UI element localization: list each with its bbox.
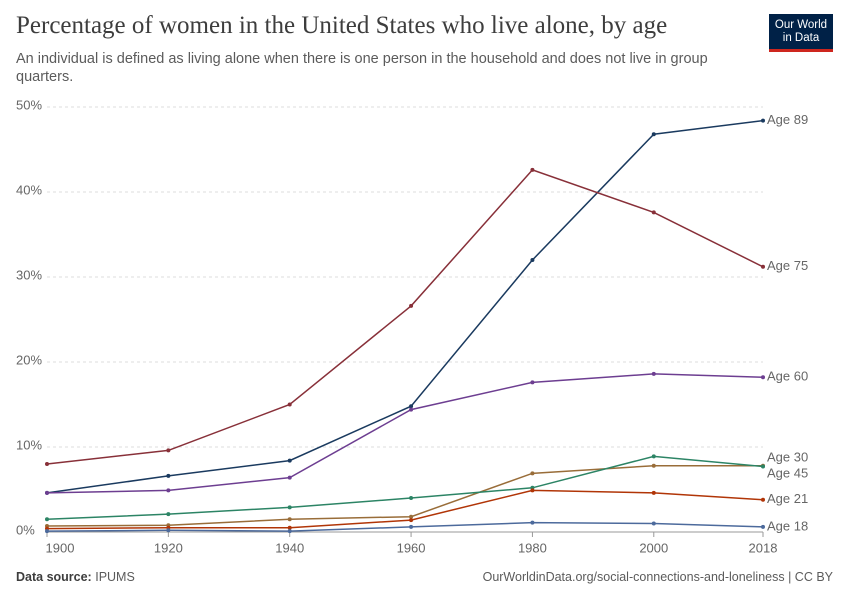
series-label: Age 21 xyxy=(767,491,808,506)
data-point xyxy=(409,514,414,519)
series-label: Age 60 xyxy=(767,369,808,384)
series-line xyxy=(46,373,764,494)
source: Data source: IPUMS xyxy=(16,570,135,584)
data-point xyxy=(166,512,171,517)
series-label: Age 30 xyxy=(767,450,808,465)
logo[interactable]: Our World in Data xyxy=(769,14,833,52)
data-point xyxy=(530,471,535,476)
data-point xyxy=(166,528,171,533)
y-tick-label: 40% xyxy=(16,182,42,197)
data-point xyxy=(166,488,171,493)
series-line xyxy=(46,169,764,465)
data-point xyxy=(45,490,49,495)
series-label: Age 89 xyxy=(767,112,808,127)
data-point xyxy=(45,529,49,534)
data-point xyxy=(166,448,171,453)
x-tick-label: 1980 xyxy=(518,540,547,555)
data-point xyxy=(287,529,292,534)
data-point xyxy=(287,525,292,530)
data-point xyxy=(409,404,414,409)
series-line xyxy=(46,464,763,527)
y-tick-label: 20% xyxy=(16,352,42,367)
data-point xyxy=(651,490,656,495)
data-point xyxy=(761,524,765,529)
data-point xyxy=(761,497,765,502)
data-point xyxy=(651,371,656,376)
data-point xyxy=(761,264,765,269)
data-point xyxy=(287,402,292,407)
chart-subtitle: An individual is defined as living alone… xyxy=(16,51,708,85)
credit[interactable]: OurWorldinData.org/social-connections-an… xyxy=(482,570,833,584)
y-tick-label: 30% xyxy=(16,267,42,282)
data-point xyxy=(761,464,765,469)
series-label: Age 18 xyxy=(767,518,808,533)
data-point xyxy=(287,458,292,463)
data-point xyxy=(651,454,656,459)
data-point xyxy=(530,258,535,262)
data-point xyxy=(409,407,414,412)
data-point xyxy=(287,517,292,522)
data-point xyxy=(530,488,535,493)
data-point xyxy=(530,520,535,525)
data-point xyxy=(651,132,656,137)
y-tick-label: 0% xyxy=(16,522,35,537)
logo-line: in Data xyxy=(782,32,820,44)
data-point xyxy=(409,303,414,308)
data-point xyxy=(761,118,765,123)
data-point xyxy=(45,462,49,466)
data-point xyxy=(287,475,292,480)
x-tick-label: 1900 xyxy=(46,540,75,555)
x-tick-label: 1940 xyxy=(275,540,304,555)
x-tick-label: 2000 xyxy=(639,540,668,555)
series-label: Age 75 xyxy=(767,258,808,273)
data-point xyxy=(166,473,171,478)
data-point xyxy=(287,505,292,510)
y-tick-label: 10% xyxy=(16,437,42,452)
data-point xyxy=(530,380,535,385)
data-point xyxy=(651,521,656,526)
series-line xyxy=(46,119,764,494)
data-point xyxy=(45,517,49,522)
logo-line: Our World xyxy=(774,19,828,31)
source-label: Data source: xyxy=(16,570,92,584)
x-tick-label: 2018 xyxy=(749,540,778,555)
data-point xyxy=(651,463,656,468)
series-label: Age 45 xyxy=(767,466,808,481)
data-point xyxy=(409,496,414,500)
data-point xyxy=(530,167,535,172)
source-name[interactable]: IPUMS xyxy=(95,570,135,584)
chart-title: Percentage of women in the United States… xyxy=(16,12,668,39)
data-point xyxy=(761,375,765,380)
x-tick-label: 1920 xyxy=(154,540,183,555)
data-point xyxy=(409,518,414,523)
data-point xyxy=(651,210,656,215)
x-tick-label: 1960 xyxy=(397,540,426,555)
y-tick-label: 50% xyxy=(16,97,42,112)
data-point xyxy=(409,524,414,529)
